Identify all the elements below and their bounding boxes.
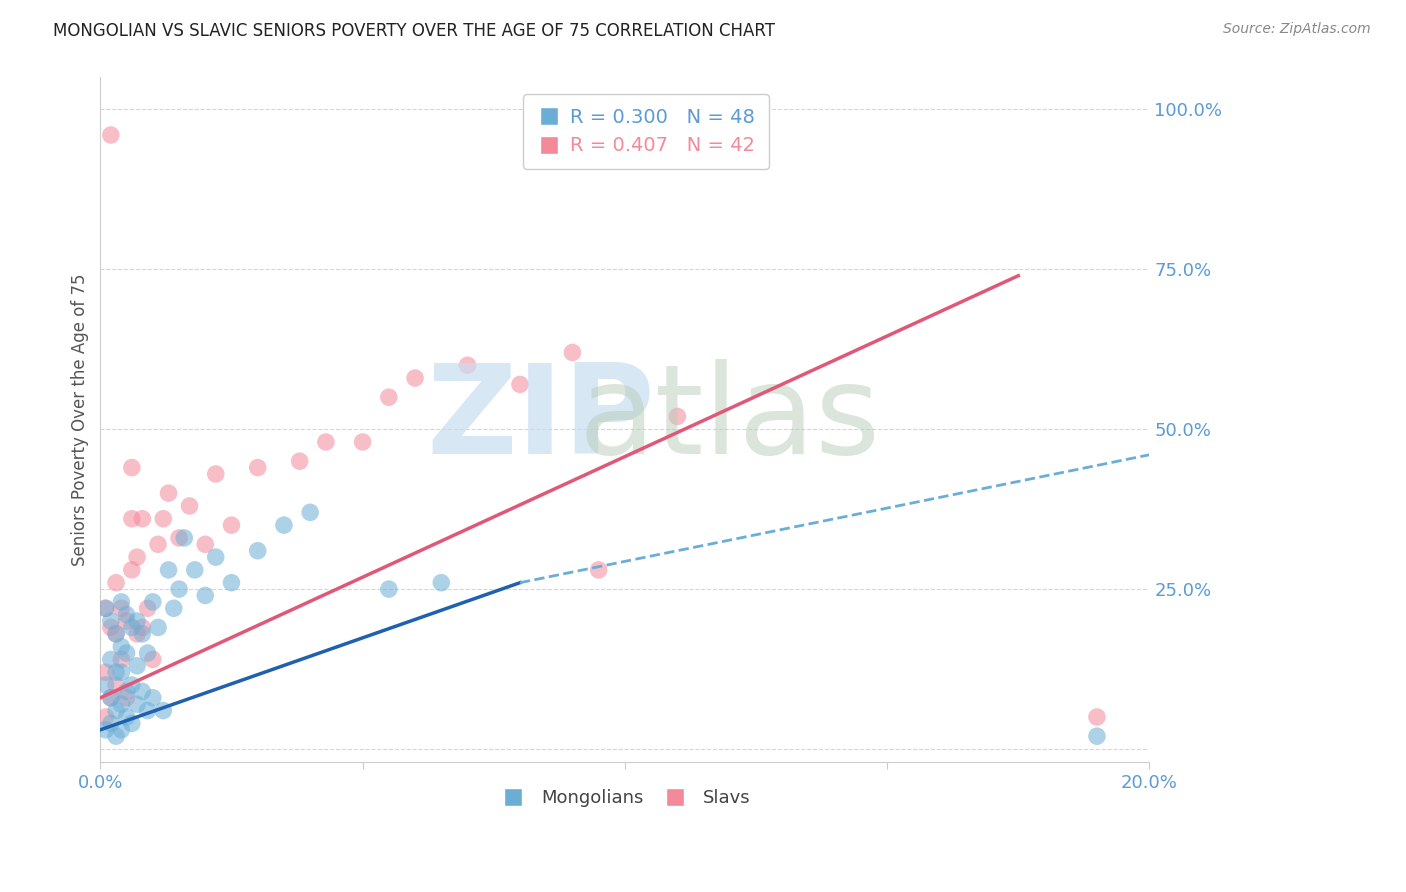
Point: [125, 658, 148, 673]
Point: [105, 665, 128, 680]
Point: [152, 512, 174, 526]
Point: [299, 505, 322, 519]
Point: [115, 684, 138, 698]
Point: [131, 627, 153, 641]
Point: [246, 460, 269, 475]
Point: [430, 575, 453, 590]
Point: [100, 716, 122, 731]
Point: [100, 690, 122, 705]
Y-axis label: Seniors Poverty Over the Age of 75: Seniors Poverty Over the Age of 75: [72, 273, 89, 566]
Point: [110, 601, 132, 615]
Point: [121, 460, 143, 475]
Point: [1085, 729, 1108, 743]
Point: [105, 575, 128, 590]
Point: [100, 614, 122, 628]
Point: [100, 652, 122, 666]
Point: [121, 512, 143, 526]
Point: [184, 563, 207, 577]
Point: [100, 128, 122, 142]
Point: [246, 543, 269, 558]
Point: [404, 371, 426, 385]
Point: [378, 582, 401, 596]
Point: [136, 646, 159, 660]
Point: [125, 614, 148, 628]
Point: [146, 537, 169, 551]
Point: [157, 486, 180, 500]
Point: [115, 607, 138, 622]
Text: atlas: atlas: [579, 359, 880, 480]
Point: [131, 684, 153, 698]
Point: [115, 710, 138, 724]
Text: ZIP: ZIP: [426, 359, 655, 480]
Point: [136, 704, 159, 718]
Point: [100, 690, 122, 705]
Point: [167, 582, 190, 596]
Point: [105, 627, 128, 641]
Point: [588, 563, 610, 577]
Point: [152, 704, 174, 718]
Text: MONGOLIAN VS SLAVIC SENIORS POVERTY OVER THE AGE OF 75 CORRELATION CHART: MONGOLIAN VS SLAVIC SENIORS POVERTY OVER…: [53, 22, 776, 40]
Point: [157, 563, 180, 577]
Point: [194, 589, 217, 603]
Point: [179, 499, 201, 513]
Point: [105, 678, 128, 692]
Point: [131, 620, 153, 634]
Point: [121, 678, 143, 692]
Point: [115, 614, 138, 628]
Point: [125, 627, 148, 641]
Point: [173, 531, 195, 545]
Point: [125, 550, 148, 565]
Point: [94, 723, 117, 737]
Point: [121, 716, 143, 731]
Point: [131, 512, 153, 526]
Point: [110, 652, 132, 666]
Point: [110, 595, 132, 609]
Point: [221, 575, 243, 590]
Point: [110, 697, 132, 711]
Point: [94, 665, 117, 680]
Point: [94, 710, 117, 724]
Point: [142, 595, 165, 609]
Point: [457, 358, 479, 372]
Point: [105, 627, 128, 641]
Point: [221, 518, 243, 533]
Point: [142, 690, 165, 705]
Point: [509, 377, 531, 392]
Point: [204, 550, 226, 565]
Point: [561, 345, 583, 359]
Point: [94, 601, 117, 615]
Point: [115, 646, 138, 660]
Point: [94, 678, 117, 692]
Point: [146, 620, 169, 634]
Point: [115, 690, 138, 705]
Point: [136, 601, 159, 615]
Point: [167, 531, 190, 545]
Point: [110, 723, 132, 737]
Point: [1085, 710, 1108, 724]
Point: [194, 537, 217, 551]
Point: [204, 467, 226, 481]
Point: [110, 640, 132, 654]
Point: [666, 409, 689, 424]
Point: [121, 620, 143, 634]
Point: [352, 435, 374, 450]
Point: [163, 601, 186, 615]
Point: [288, 454, 311, 468]
Point: [105, 704, 128, 718]
Point: [121, 563, 143, 577]
Point: [273, 518, 295, 533]
Point: [100, 620, 122, 634]
Point: [125, 697, 148, 711]
Point: [94, 601, 117, 615]
Legend: Mongolians, Slavs: Mongolians, Slavs: [492, 782, 758, 814]
Point: [315, 435, 337, 450]
Point: [110, 665, 132, 680]
Point: [105, 729, 128, 743]
Point: [378, 390, 401, 404]
Point: [142, 652, 165, 666]
Text: Source: ZipAtlas.com: Source: ZipAtlas.com: [1223, 22, 1371, 37]
